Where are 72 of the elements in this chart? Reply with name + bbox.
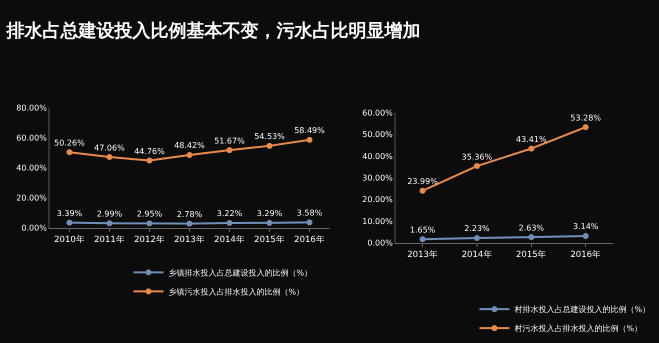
data-label: 47.06% bbox=[94, 143, 126, 152]
x-tick-label: 2016年 bbox=[570, 249, 602, 260]
point bbox=[474, 163, 480, 170]
y-tick-label: 60.00% bbox=[362, 108, 394, 118]
data-label: 3.58% bbox=[296, 208, 323, 218]
legend-label: 乡镇排水投入占总建设投入的比例（%） bbox=[168, 268, 312, 278]
point bbox=[66, 220, 72, 226]
data-label: 2.23% bbox=[464, 224, 490, 234]
point bbox=[226, 220, 232, 226]
point bbox=[266, 142, 272, 149]
x-tick-label: 2015年 bbox=[516, 249, 547, 260]
point bbox=[266, 220, 272, 226]
point bbox=[474, 234, 480, 241]
data-label: 3.29% bbox=[256, 209, 283, 218]
y-tick-label: 0.00% bbox=[367, 238, 394, 248]
data-label: 35.36% bbox=[462, 152, 493, 162]
data-label: 48.42% bbox=[174, 141, 206, 150]
point bbox=[106, 154, 112, 160]
y-tick-label: 30.00% bbox=[362, 173, 394, 182]
data-label: 54.53% bbox=[254, 132, 286, 142]
point bbox=[186, 152, 192, 158]
point bbox=[306, 219, 312, 226]
data-label: 44.76% bbox=[134, 146, 166, 156]
data-label: 3.14% bbox=[572, 222, 599, 232]
data-label: 2.99% bbox=[96, 210, 123, 219]
point bbox=[146, 158, 152, 164]
data-label: 51.67% bbox=[214, 136, 246, 146]
x-tick-label: 2013年 bbox=[407, 249, 438, 260]
y-tick-label: 0.00% bbox=[21, 224, 48, 233]
data-label: 3.39% bbox=[56, 208, 83, 218]
data-label: 3.22% bbox=[216, 209, 243, 218]
point bbox=[226, 147, 232, 154]
legend-label: 乡镇污水投入占排水投入的比例（%） bbox=[168, 287, 304, 296]
y-tick-label: 10.00% bbox=[362, 216, 394, 226]
data-label: 2.63% bbox=[518, 223, 544, 232]
point bbox=[420, 188, 426, 194]
legend-label: 村污水投入占排水投入的比例（%） bbox=[513, 324, 642, 334]
data-label: 1.65% bbox=[410, 225, 436, 234]
data-label: 53.28% bbox=[570, 113, 602, 122]
point bbox=[582, 124, 589, 130]
x-tick-label: 2015年 bbox=[254, 234, 285, 245]
point bbox=[106, 220, 112, 226]
y-tick-label: 40.00% bbox=[16, 163, 48, 172]
data-label: 2.78% bbox=[176, 210, 203, 219]
point bbox=[528, 234, 534, 240]
data-label: 58.49% bbox=[294, 126, 326, 136]
x-tick-label: 2010年 bbox=[54, 234, 85, 245]
point bbox=[66, 149, 72, 156]
legend-label: 村排水投入占总建设投入的比例（%） bbox=[513, 305, 650, 314]
y-tick-label: 80.00% bbox=[16, 103, 48, 112]
point bbox=[146, 220, 152, 226]
x-tick-label: 2016年 bbox=[294, 234, 325, 245]
point bbox=[420, 236, 426, 242]
y-tick-label: 60.00% bbox=[16, 133, 48, 142]
x-tick-label: 2014年 bbox=[214, 234, 245, 245]
point bbox=[528, 146, 534, 152]
x-tick-label: 2012年 bbox=[134, 234, 165, 245]
point bbox=[186, 220, 192, 227]
y-tick-label: 40.00% bbox=[362, 152, 394, 161]
y-tick-label: 20.00% bbox=[16, 194, 48, 203]
data-label: 23.99% bbox=[407, 176, 438, 186]
data-label: 50.26% bbox=[54, 138, 86, 148]
x-tick-label: 2014年 bbox=[462, 249, 492, 260]
x-tick-label: 2013年 bbox=[174, 234, 205, 245]
data-label: 2.95% bbox=[136, 210, 163, 219]
y-tick-label: 20.00% bbox=[362, 195, 394, 204]
x-tick-label: 2011年 bbox=[94, 234, 125, 245]
y-tick-label: 50.00% bbox=[362, 130, 394, 140]
point bbox=[582, 232, 589, 239]
point bbox=[306, 136, 312, 143]
chart-title: 排水占总建设投入比例基本不变，污水占比明显增加 bbox=[6, 20, 421, 42]
data-label: 43.41% bbox=[516, 134, 547, 144]
